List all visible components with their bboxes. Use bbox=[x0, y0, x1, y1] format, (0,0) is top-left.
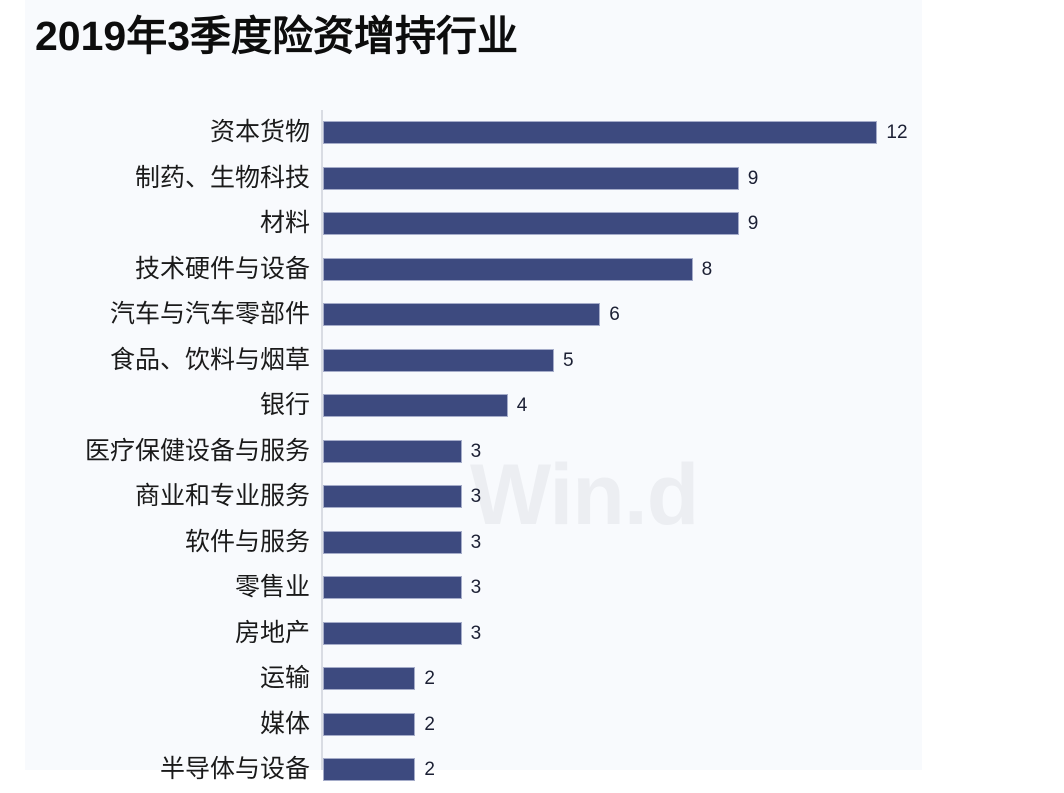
bar-track: 4 bbox=[323, 383, 527, 429]
bar-value-label: 2 bbox=[424, 668, 435, 690]
bar-value-label: 12 bbox=[886, 122, 908, 144]
bar-track: 3 bbox=[323, 611, 481, 657]
bar-row: 材料 9 bbox=[0, 201, 1064, 247]
category-label: 商业和专业服务 bbox=[134, 482, 310, 511]
bar-value-label: 3 bbox=[470, 440, 482, 462]
category-label: 材料 bbox=[259, 209, 310, 238]
bar-row: 资本货物 12 bbox=[0, 110, 1064, 156]
bar-track: 8 bbox=[323, 247, 712, 293]
bar[interactable] bbox=[323, 485, 462, 509]
bar[interactable] bbox=[323, 621, 462, 645]
category-label: 软件与服务 bbox=[184, 527, 310, 556]
wind-watermark: Win.d bbox=[470, 447, 699, 543]
bar-row: 技术硬件与设备 8 bbox=[0, 247, 1064, 293]
bar[interactable] bbox=[323, 712, 416, 736]
category-label: 汽车与汽车零部件 bbox=[109, 300, 310, 329]
bar-track: 9 bbox=[323, 201, 758, 247]
bar-value-label: 3 bbox=[470, 531, 482, 553]
bar-track: 6 bbox=[323, 292, 620, 338]
bar-value-label: 9 bbox=[747, 213, 759, 235]
category-label: 医疗保健设备与服务 bbox=[84, 436, 310, 465]
bar-track: 3 bbox=[323, 565, 481, 611]
category-label: 制药、生物科技 bbox=[134, 163, 310, 192]
bar-row: 运输 2 bbox=[0, 656, 1064, 702]
bar[interactable] bbox=[323, 439, 462, 463]
bar-row: 汽车与汽车零部件 6 bbox=[0, 292, 1064, 338]
category-label: 房地产 bbox=[234, 618, 310, 647]
bar-track: 3 bbox=[323, 429, 481, 475]
bar-value-label: 6 bbox=[609, 304, 620, 326]
bar-value-label: 2 bbox=[424, 713, 435, 735]
bar-track: 12 bbox=[323, 110, 908, 156]
category-label: 零售业 bbox=[234, 573, 310, 602]
bar-row: 房地产 3 bbox=[0, 611, 1064, 657]
category-label: 技术硬件与设备 bbox=[134, 254, 310, 283]
bar-row: 银行 4 bbox=[0, 383, 1064, 429]
bar[interactable] bbox=[323, 394, 508, 418]
bar[interactable] bbox=[323, 303, 601, 327]
category-label: 食品、饮料与烟草 bbox=[109, 345, 310, 374]
bar-row: 商业和专业服务 3 bbox=[0, 474, 1064, 520]
bar-track: 2 bbox=[323, 702, 435, 748]
bar[interactable] bbox=[323, 212, 739, 236]
bar[interactable] bbox=[323, 257, 693, 281]
bar-row: 零售业 3 bbox=[0, 565, 1064, 611]
category-label: 资本货物 bbox=[209, 118, 310, 147]
plot-area: 资本货物 12 制药、生物科技 9 材料 9 技术硬件与设备 8 汽车与汽车零部件 6 食品、饮料与… bbox=[0, 110, 1064, 782]
bar-value-label: 4 bbox=[516, 395, 528, 417]
bar-value-label: 8 bbox=[701, 258, 713, 280]
bar[interactable] bbox=[323, 530, 462, 554]
category-label: 媒体 bbox=[259, 709, 310, 738]
category-axis-line bbox=[321, 110, 323, 770]
bar-value-label: 3 bbox=[470, 577, 482, 599]
chart-root: Win.d 2019年3季度险资增持行业 资本货物 12 制药、生物科技 9 材料 9 技术… bbox=[0, 13, 1064, 782]
bar-track: 9 bbox=[323, 156, 758, 202]
bar[interactable] bbox=[323, 348, 554, 372]
bar[interactable] bbox=[323, 667, 416, 691]
bar-row: 制药、生物科技 9 bbox=[0, 156, 1064, 202]
bar-track: 2 bbox=[323, 656, 435, 702]
category-label: 银行 bbox=[259, 391, 310, 420]
bar-row: 医疗保健设备与服务 3 bbox=[0, 429, 1064, 475]
bar[interactable] bbox=[323, 166, 739, 190]
bar-value-label: 5 bbox=[563, 349, 574, 371]
bar-value-label: 9 bbox=[747, 167, 759, 189]
bar-track: 3 bbox=[323, 520, 481, 566]
bar-track: 3 bbox=[323, 474, 481, 520]
bar-row: 软件与服务 3 bbox=[0, 520, 1064, 566]
bar-row: 媒体 2 bbox=[0, 702, 1064, 748]
bar-value-label: 3 bbox=[470, 486, 482, 508]
bar-row: 食品、饮料与烟草 5 bbox=[0, 338, 1064, 384]
bar-value-label: 3 bbox=[470, 622, 482, 644]
bar[interactable] bbox=[323, 121, 878, 145]
bar-track: 5 bbox=[323, 338, 574, 384]
chart-title: 2019年3季度险资增持行业 bbox=[35, 13, 519, 59]
bar[interactable] bbox=[323, 576, 462, 600]
category-label: 运输 bbox=[259, 664, 310, 693]
